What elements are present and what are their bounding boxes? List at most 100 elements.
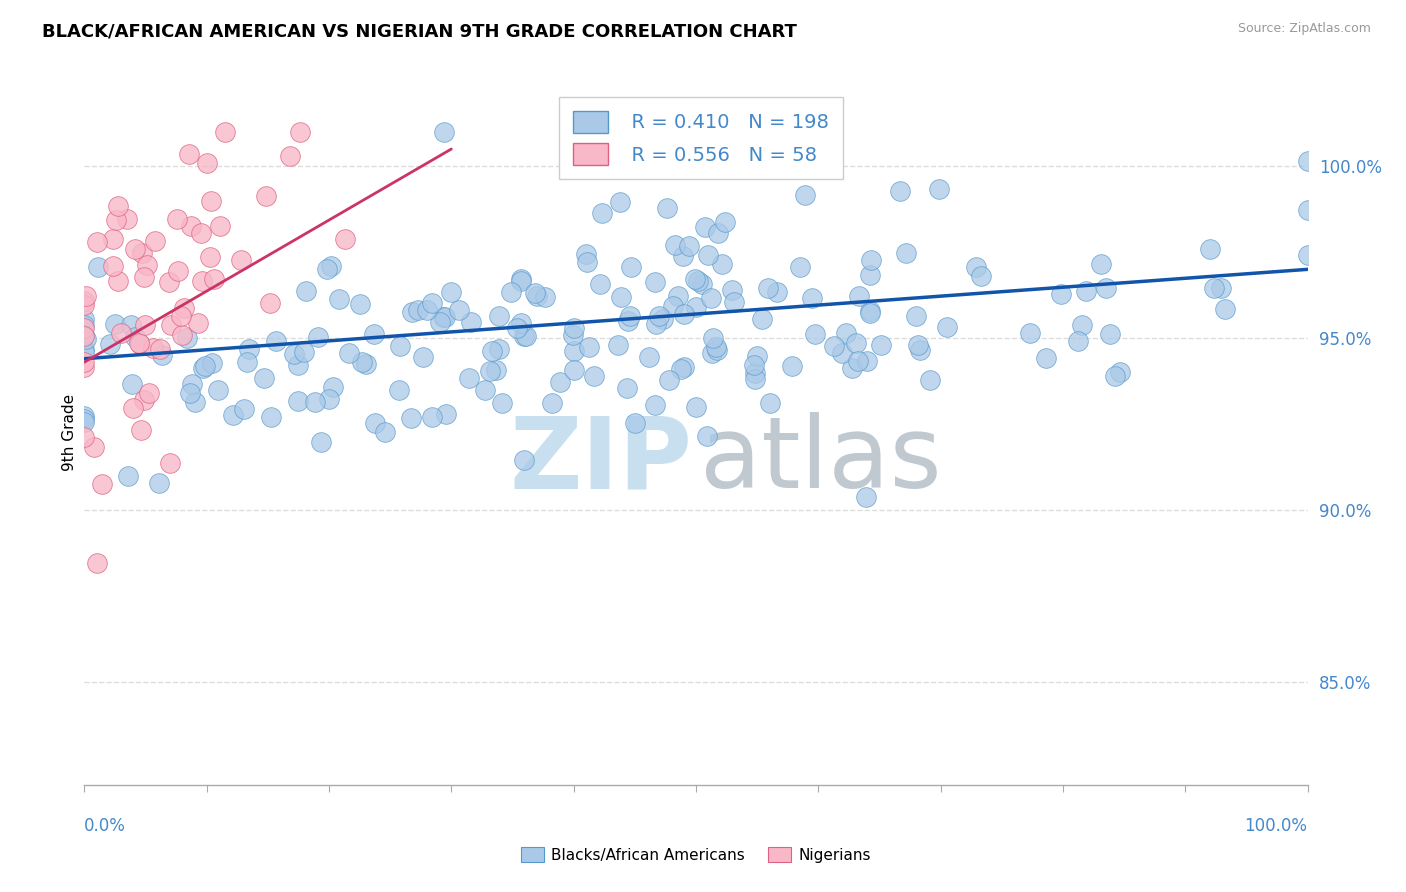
Point <box>388 384 411 398</box>
Point <box>73 329 96 343</box>
Point <box>148 475 170 490</box>
Point <box>121 376 143 391</box>
Point <box>673 360 696 375</box>
Point <box>177 146 200 161</box>
Point <box>202 272 225 286</box>
Point <box>198 250 221 264</box>
Point <box>1095 281 1118 295</box>
Point <box>696 248 718 262</box>
Point <box>322 379 344 393</box>
Point <box>1108 365 1130 379</box>
Point <box>860 252 883 267</box>
Point <box>157 275 180 289</box>
Text: 0.0%: 0.0% <box>84 817 127 835</box>
Point <box>278 148 301 162</box>
Point <box>236 355 259 369</box>
Point <box>685 400 707 414</box>
Point <box>685 300 707 314</box>
Point <box>1035 351 1057 365</box>
Point <box>589 277 612 291</box>
Point <box>512 328 534 343</box>
Point <box>766 285 789 299</box>
Point <box>207 384 229 398</box>
Point <box>238 343 260 357</box>
Text: atlas: atlas <box>700 412 941 509</box>
Text: 100.0%: 100.0% <box>1244 817 1308 835</box>
Point <box>562 343 585 358</box>
Point <box>638 350 661 364</box>
Point <box>648 310 671 324</box>
Point <box>333 232 356 246</box>
Point <box>780 359 803 373</box>
Point <box>655 202 678 216</box>
Point <box>751 311 773 326</box>
Point <box>124 329 146 343</box>
Point <box>420 295 443 310</box>
Point <box>252 371 274 385</box>
Point <box>319 259 342 273</box>
Point <box>142 341 165 355</box>
Point <box>541 395 564 409</box>
Point <box>422 410 444 425</box>
Point <box>793 188 815 202</box>
Point <box>488 309 510 323</box>
Point <box>1104 369 1126 384</box>
Point <box>287 394 309 409</box>
Point <box>75 288 97 302</box>
Point <box>1213 302 1236 317</box>
Point <box>859 304 882 318</box>
Point <box>678 238 700 252</box>
Point <box>131 245 153 260</box>
Point <box>191 274 214 288</box>
Point <box>889 184 911 198</box>
Point <box>526 288 548 302</box>
Point <box>101 232 124 246</box>
Point <box>1199 242 1222 256</box>
Point <box>669 362 692 376</box>
Point <box>1067 334 1090 348</box>
Point <box>190 226 212 240</box>
Point <box>460 315 482 329</box>
Point <box>690 277 713 291</box>
Point <box>91 477 114 491</box>
Point <box>789 260 811 275</box>
Point <box>73 321 96 335</box>
Point <box>509 274 531 288</box>
Point <box>138 386 160 401</box>
Point <box>254 189 277 203</box>
Point <box>229 252 252 267</box>
Point <box>620 260 643 274</box>
Point <box>352 355 374 369</box>
Point <box>652 312 675 326</box>
Point <box>578 340 600 354</box>
Point <box>107 198 129 212</box>
Point <box>658 373 681 387</box>
Point <box>104 317 127 331</box>
Point <box>73 318 96 332</box>
Point <box>644 275 666 289</box>
Point <box>591 206 613 220</box>
Y-axis label: 9th Grade: 9th Grade <box>62 394 77 471</box>
Point <box>408 302 430 317</box>
Point <box>478 364 501 378</box>
Text: BLACK/AFRICAN AMERICAN VS NIGERIAN 9TH GRADE CORRELATION CHART: BLACK/AFRICAN AMERICAN VS NIGERIAN 9TH G… <box>42 22 797 40</box>
Point <box>166 211 188 226</box>
Point <box>623 416 645 430</box>
Point <box>167 264 190 278</box>
Point <box>363 416 385 430</box>
Point <box>704 340 727 354</box>
Point <box>683 272 706 286</box>
Point <box>149 343 172 357</box>
Point <box>129 337 152 351</box>
Point <box>283 347 305 361</box>
Point <box>184 395 207 409</box>
Point <box>644 398 666 412</box>
Point <box>1204 281 1226 295</box>
Point <box>858 306 880 320</box>
Point <box>87 260 110 275</box>
Point <box>513 453 536 467</box>
Point <box>73 342 96 356</box>
Point <box>120 318 142 332</box>
Point <box>412 350 434 364</box>
Point <box>582 369 605 384</box>
